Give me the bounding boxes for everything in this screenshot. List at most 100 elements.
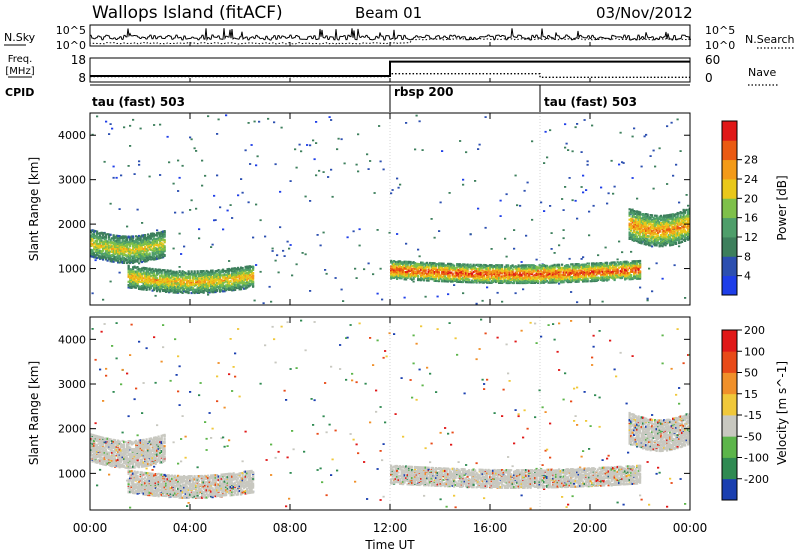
heatmap-cell [576,265,579,268]
heatmap-cell [253,120,256,123]
heatmap-cell [159,123,162,126]
heatmap-cell [580,266,583,269]
heatmap-cell [151,238,154,241]
heatmap-cell [295,166,298,169]
heatmap-cell [237,286,240,289]
heatmap-cell [636,266,639,269]
heatmap-cell [208,284,211,287]
heatmap-cell [147,253,150,256]
heatmap-cell [393,260,396,263]
heatmap-cell [495,276,498,280]
heatmap-cell [426,261,429,264]
heatmap-cell [145,240,148,244]
heatmap-cell [498,272,501,275]
heatmap-cell [175,290,178,293]
heatmap-cell [403,296,406,299]
heatmap-cell [531,218,534,221]
heatmap-cell [495,269,498,272]
heatmap-cell [300,150,303,153]
heatmap-cell [474,180,477,182]
heatmap-cell [505,279,508,282]
heatmap-cell [132,282,135,285]
heatmap-cell [484,116,487,118]
heatmap-cell [597,266,600,269]
heatmap-cell [465,268,468,271]
heatmap-cell [163,288,166,291]
heatmap-cell [451,279,454,282]
heatmap-cell [486,268,489,271]
heatmap-cell [157,243,160,246]
heatmap-cell [556,274,559,278]
heatmap-cell [163,270,166,273]
heatmap-cell [450,278,453,281]
heatmap-cell [601,265,604,268]
heatmap-cell [636,276,639,280]
heatmap-cell [405,271,408,274]
heatmap-cell [120,241,123,244]
heatmap-cell [459,268,462,271]
heatmap-cell [120,244,123,247]
heatmap-cell [262,302,265,305]
heatmap-cell [145,248,148,251]
heatmap-cell [154,251,157,254]
heatmap-cell [169,283,172,286]
heatmap-cell [630,264,633,267]
heatmap-cell [463,273,466,276]
heatmap-cell [517,281,520,285]
heatmap-cell [201,184,204,187]
heatmap-cell [195,275,198,278]
heatmap-cell [96,115,99,118]
heatmap-cell [207,281,210,284]
heatmap-cell [222,279,225,282]
heatmap-cell [561,266,564,269]
heatmap-cell [181,288,184,291]
heatmap-cell [430,264,433,267]
heatmap-cell [192,272,195,275]
heatmap-cell [202,286,205,289]
heatmap-cell [474,274,477,277]
heatmap-cell [417,274,420,278]
heatmap-cell [142,286,145,289]
heatmap-cell [346,236,349,239]
heatmap-cell [223,270,226,273]
heatmap-cell [418,255,421,258]
heatmap-cell [222,268,225,271]
heatmap-cell [583,271,586,274]
heatmap-cell [504,277,507,280]
heatmap-cell [157,268,160,271]
heatmap-cell [520,265,523,269]
heatmap-cell [402,269,405,272]
heatmap-cell [145,252,148,255]
heatmap-cell [501,280,504,283]
heatmap-cell [613,261,616,264]
heatmap-cell [445,264,448,267]
heatmap-cell [618,273,621,277]
heatmap-cell [94,254,97,257]
heatmap-cell [129,236,132,239]
heatmap-cell [460,264,463,267]
heatmap-cell [366,153,369,156]
heatmap-cell [174,281,177,284]
heatmap-cell [586,160,589,163]
heatmap-cell [151,281,154,284]
heatmap-cell [154,276,157,279]
heatmap-cell [232,273,235,276]
heatmap-cell [120,259,123,262]
heatmap-cell [117,241,120,244]
heatmap-cell [577,279,580,282]
heatmap-cell [463,276,466,279]
heatmap-cell [442,262,445,265]
noise-panel: N.Sky 10^5 10^0 10^5 10^0 N.Search [4,24,795,52]
heatmap-cell [246,280,249,283]
heatmap-cell [207,290,210,293]
heatmap-cell [463,279,466,282]
heatmap-cell [561,274,564,277]
heatmap-cell [600,262,603,265]
heatmap-cell [390,192,393,195]
heatmap-cell [591,267,594,270]
heatmap-cell [102,240,105,243]
heatmap-cell [550,248,553,250]
heatmap-cell [123,260,126,263]
heatmap-cell [103,254,106,257]
heatmap-cell [106,244,109,247]
